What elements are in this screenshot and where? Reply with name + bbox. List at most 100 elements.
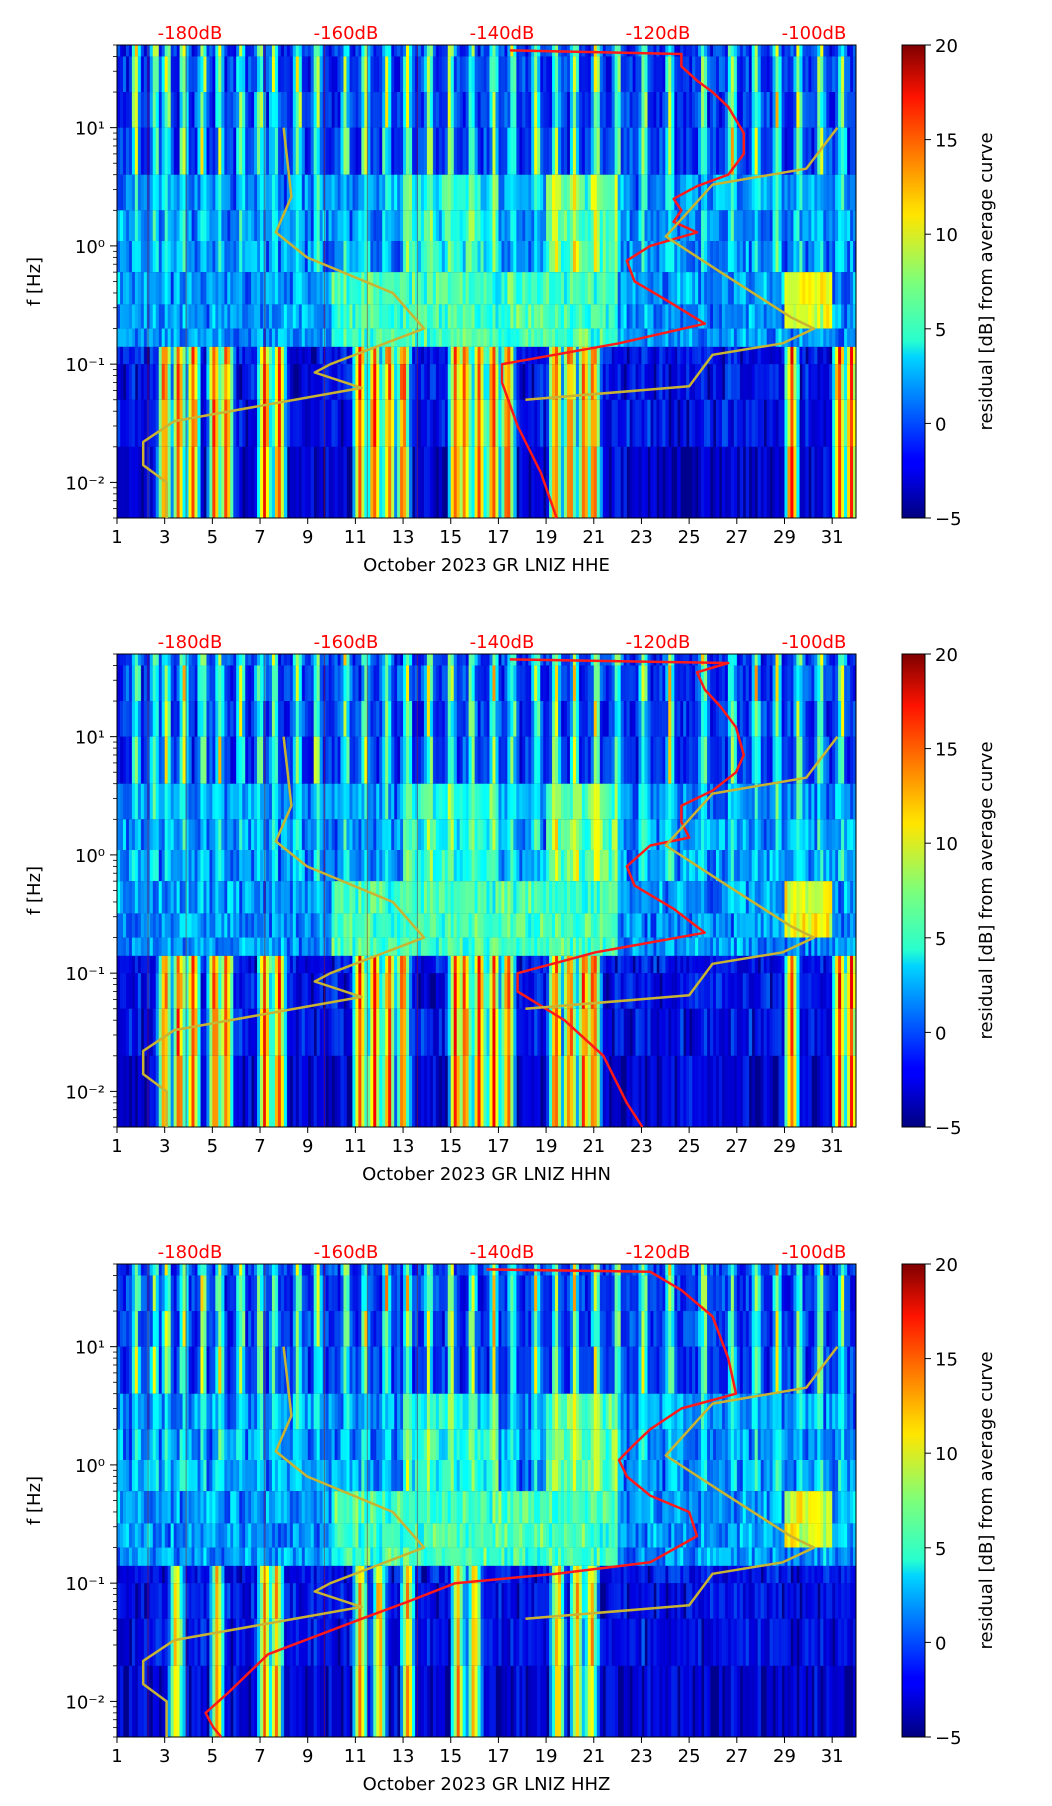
heatmap-cell [742,241,747,273]
heatmap-cell [343,937,347,956]
heatmap-cell [635,241,639,273]
heatmap-cell [426,328,431,347]
heatmap-cell [531,346,535,365]
heatmap-cell [385,272,389,305]
heatmap-cell [364,364,368,400]
heatmap-cell [313,399,318,447]
heatmap-cell [131,819,136,851]
heatmap-cell [510,92,514,128]
heatmap-cell [221,819,225,851]
heatmap-cell [546,210,550,242]
heatmap-cell [626,45,630,57]
heatmap-cell [781,304,785,329]
heatmap-cell [689,45,693,57]
heatmap-cell [432,701,437,737]
heatmap-cell [140,1055,145,1127]
heatmap-cell [409,736,413,784]
heatmap-cell [394,1008,398,1056]
heatmap-cell [546,272,550,305]
heatmap-cell [426,127,431,175]
heatmap-cell [313,56,318,93]
heatmap-cell [674,127,678,175]
heatmap-cell [119,272,124,305]
heatmap-cell [572,304,577,329]
heatmap-cell [510,272,514,305]
heatmap-cell [209,701,213,737]
heatmap-cell [245,364,249,400]
heatmap-cell [334,56,338,93]
heatmap-cell [751,364,756,400]
heatmap-cell [367,174,371,211]
heatmap-cell [799,56,803,93]
heatmap-cell [406,210,410,242]
heatmap-cell [301,654,306,666]
heatmap-cell [715,241,720,273]
heatmap-cell [802,127,806,175]
heatmap-cell [695,304,699,329]
heatmap-cell [742,56,747,93]
heatmap-cell [534,92,538,128]
heatmap-cell [194,736,198,784]
heatmap-cell [355,665,359,702]
heatmap-cell [119,446,124,518]
heatmap-cell [376,1008,380,1056]
heatmap-cell [331,346,335,365]
heatmap-cell [224,850,228,882]
heatmap-cell [182,881,186,914]
heatmap-cell [549,328,553,347]
heatmap-cell [200,45,204,57]
heatmap-cell [301,364,306,400]
heatmap-cell [185,701,189,737]
heatmap-cell [823,127,827,175]
heatmap-cell [403,241,407,273]
heatmap-cell [319,881,324,914]
heatmap-cell [432,45,437,57]
heatmap-cell [194,210,198,242]
heatmap-cell [265,1055,270,1127]
heatmap-cell [292,446,297,518]
heatmap-cell [176,446,180,518]
heatmap-cell [426,399,431,447]
heatmap-cell [164,913,169,938]
heatmap-cell [814,272,818,305]
heatmap-cell [206,881,210,914]
heatmap-cell [286,913,291,938]
heatmap-cell [200,304,204,329]
heatmap-cell [659,304,663,329]
heatmap-cell [319,850,324,882]
heatmap-cell [328,937,332,956]
heatmap-cell [817,328,821,347]
heatmap-cell [796,241,800,273]
heatmap-cell [662,304,666,329]
heatmap-cell [164,881,169,914]
heatmap-cell [558,241,562,273]
heatmap-cell [185,272,189,305]
heatmap-cell [817,210,821,242]
heatmap-cell [277,701,282,737]
heatmap-cell [289,304,294,329]
heatmap-cell [265,92,270,128]
heatmap-cell [370,937,374,956]
heatmap-cell [745,56,750,93]
heatmap-cell [251,127,255,175]
heatmap-cell [602,241,607,273]
heatmap-cell [304,328,309,347]
heatmap-cell [209,819,213,851]
heatmap-cell [712,127,717,175]
heatmap-cell [391,1055,395,1127]
heatmap-cell [298,819,303,851]
heatmap-cell [155,665,160,702]
heatmap-cell [182,45,186,57]
top-db-label: -160dB [314,23,379,44]
heatmap-cell [221,241,225,273]
heatmap-cell [283,210,288,242]
heatmap-cell [310,364,315,400]
heatmap-cell [569,92,574,128]
heatmap-cell [420,850,425,882]
heatmap-cell [155,881,160,914]
heatmap-cell [343,881,347,914]
heatmap-cell [805,399,809,447]
heatmap-cell [215,665,219,702]
heatmap-cell [337,346,341,365]
heatmap-cell [423,364,428,400]
